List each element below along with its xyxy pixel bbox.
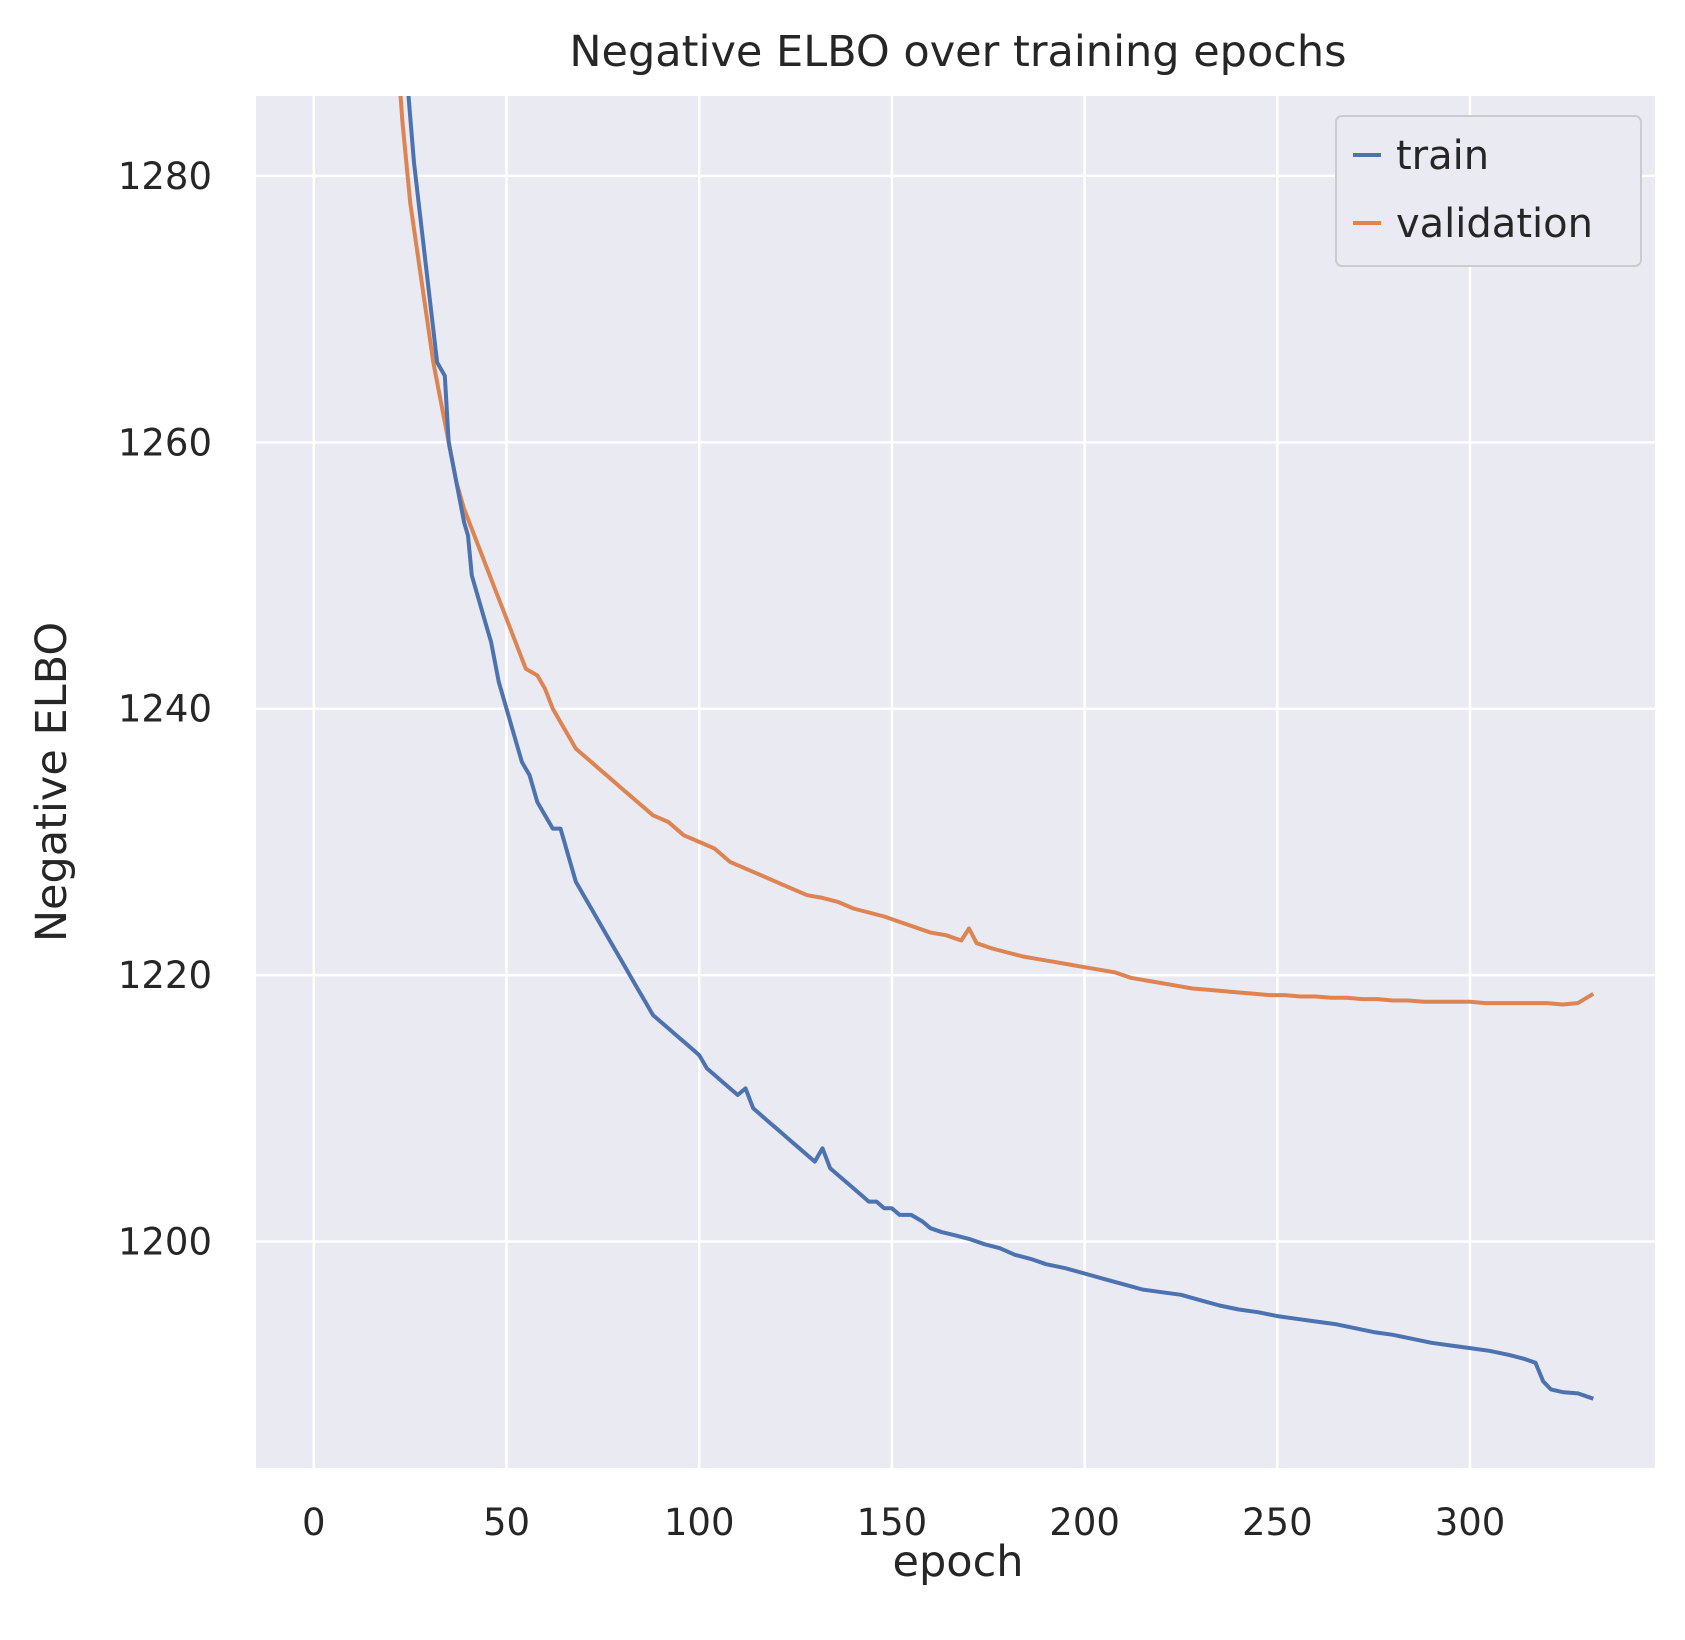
x-tick-label: 100 <box>664 1501 735 1544</box>
chart-title: Negative ELBO over training epochs <box>569 27 1346 77</box>
legend: train validation <box>1335 115 1642 267</box>
x-tick-label: 250 <box>1242 1501 1313 1544</box>
y-axis-title: Negative ELBO <box>27 622 77 942</box>
legend-label-train: train <box>1396 133 1489 179</box>
grid-lines <box>256 96 1655 1468</box>
y-tick-label: 1240 <box>118 688 212 731</box>
y-tick-label: 1200 <box>118 1221 212 1264</box>
legend-box <box>1335 115 1642 267</box>
legend-label-validation: validation <box>1396 201 1593 247</box>
x-tick-label: 200 <box>1049 1501 1120 1544</box>
x-axis-title: epoch <box>893 1537 1024 1587</box>
x-tick-label: 0 <box>302 1501 326 1544</box>
series-line-validation <box>398 96 1595 1007</box>
tick-labels: 0 50 100 150 200 250 300 1200 1220 1240 1260 1280 <box>118 155 1505 1544</box>
y-tick-label: 1280 <box>118 155 212 198</box>
y-tick-label: 1260 <box>118 421 212 464</box>
series-lines <box>398 96 1595 1401</box>
x-tick-label: 150 <box>857 1501 928 1544</box>
x-tick-label: 300 <box>1435 1501 1506 1544</box>
x-tick-label: 50 <box>483 1501 530 1544</box>
plot-background <box>256 96 1655 1468</box>
series-line-train <box>406 96 1594 1401</box>
y-tick-label: 1220 <box>118 954 212 997</box>
